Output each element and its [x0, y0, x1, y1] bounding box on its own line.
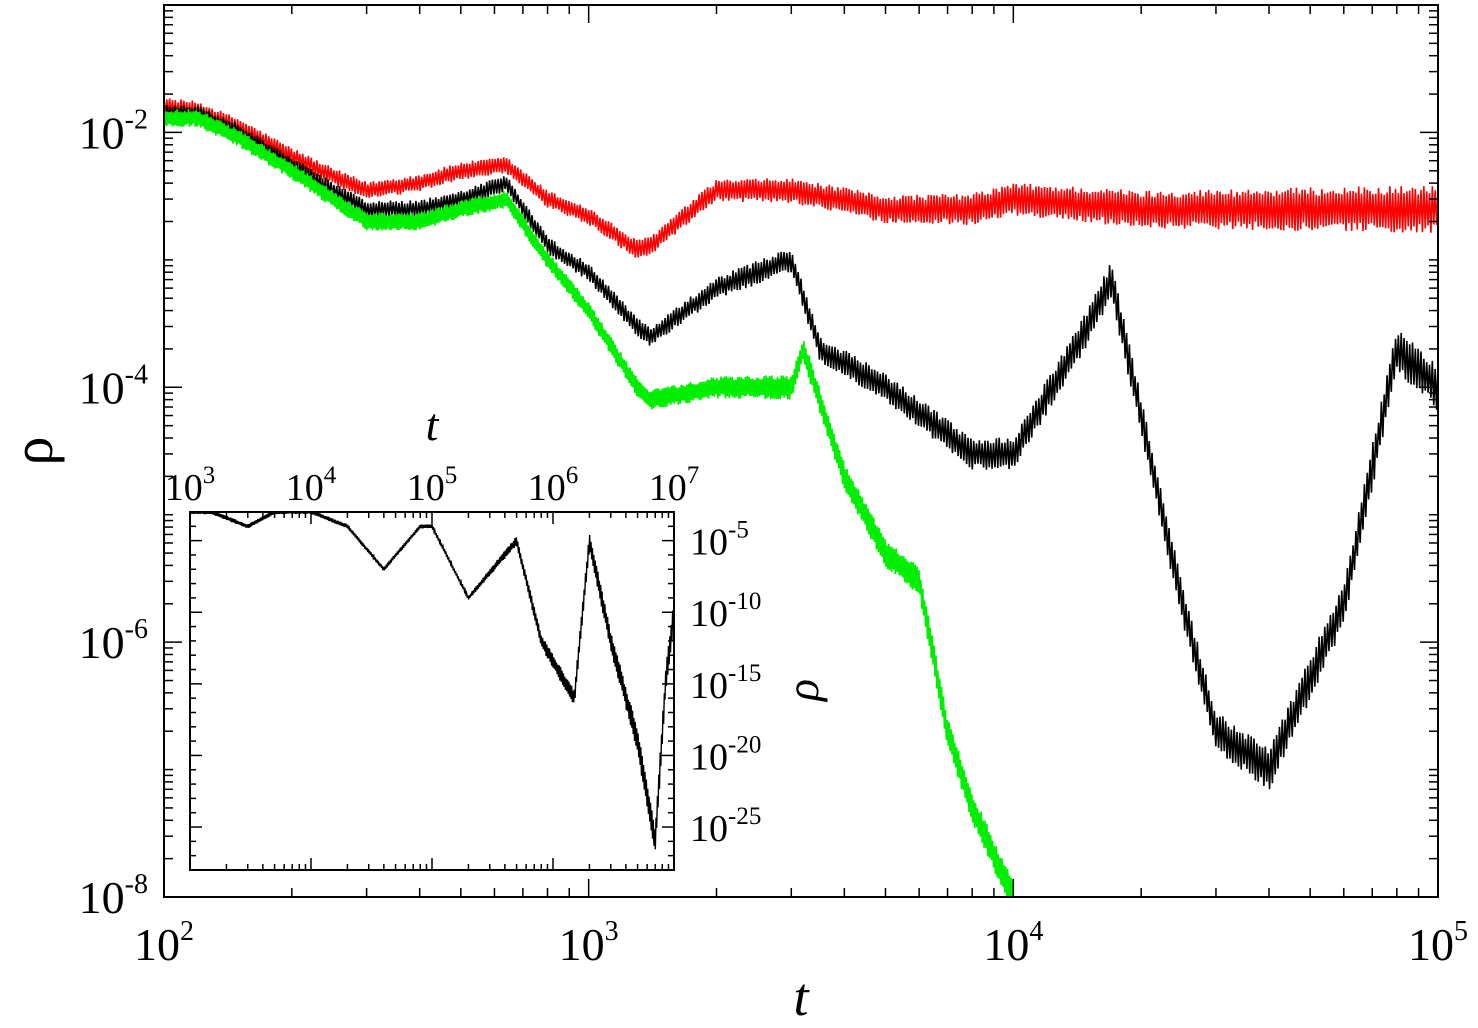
y-tick-label: 10-4 — [79, 359, 148, 413]
series-group — [164, 98, 1438, 897]
x-tick-label: 103 — [559, 916, 619, 970]
x-tick-label: 105 — [1408, 916, 1468, 970]
y-tick-label: 10-25 — [690, 803, 761, 850]
y-axis-title: ρ — [777, 679, 828, 703]
inset-background — [190, 512, 674, 870]
y-tick-label: 10-15 — [690, 660, 761, 707]
x-axis-title: t — [793, 967, 810, 1023]
x-tick-label: 104 — [286, 462, 337, 509]
plot-frame — [163, 4, 1439, 898]
x-tick-label: 102 — [134, 916, 194, 970]
y-axis-title: ρ — [0, 437, 65, 466]
x-axis-title: t — [426, 399, 440, 450]
series-group — [190, 512, 674, 850]
y-tick-label: 10-2 — [79, 104, 148, 158]
main-plot: 102 103 104 105 10-8 10-6 10-4 10-2 t ρ — [0, 4, 1468, 1027]
y-tick-label: 10-6 — [79, 614, 148, 668]
series-line-2 — [164, 108, 1015, 897]
y-tick-label: 10-5 — [690, 517, 749, 564]
inset-plot: 103 104 105 106 107 10-5 10-10 10-15 10-20 10-25 t… — [165, 399, 828, 871]
x-tick-label: 105 — [407, 462, 458, 509]
x-tick-label: 104 — [983, 916, 1043, 970]
ticks — [189, 511, 675, 871]
series-line-1 — [164, 104, 1438, 790]
series-line-0 — [164, 98, 1438, 258]
x-tick-label: 107 — [649, 462, 700, 509]
series-line-0 — [190, 512, 674, 850]
ticks — [163, 4, 1439, 898]
y-tick-label: 10-8 — [79, 869, 148, 923]
x-tick-label: 106 — [528, 462, 579, 509]
y-tick-label: 10-20 — [690, 731, 761, 778]
x-tick-label: 103 — [165, 462, 216, 509]
y-tick-label: 10-10 — [690, 588, 761, 635]
